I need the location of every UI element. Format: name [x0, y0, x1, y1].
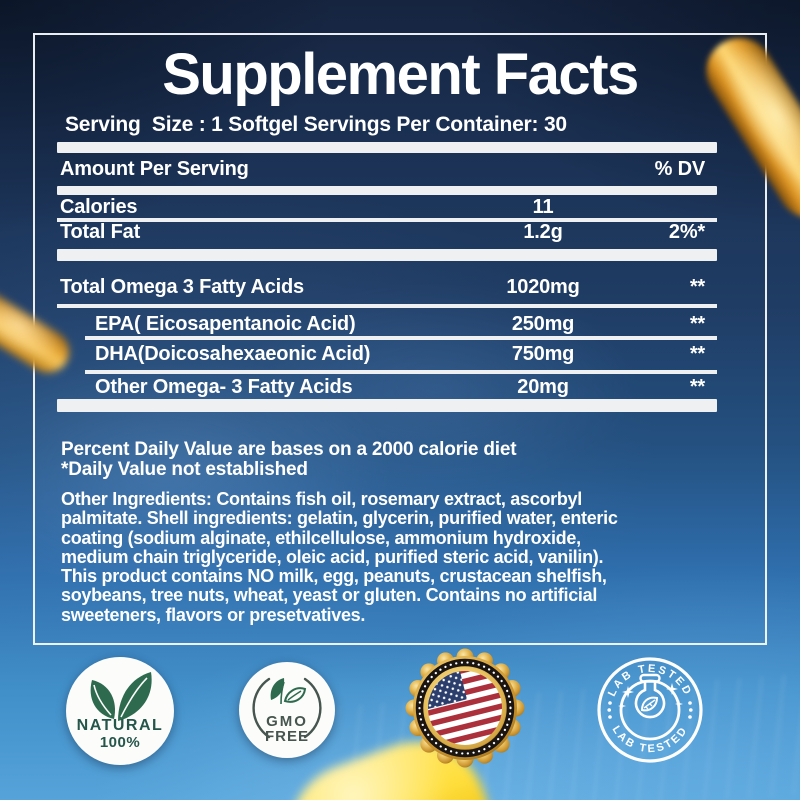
divider-line: [85, 336, 717, 340]
amount-per-serving-header: Amount Per Serving: [60, 157, 249, 180]
divider-bar-thick: [57, 142, 717, 153]
supplement-facts-panel: Supplement Facts Serving Size : 1 Softge…: [33, 33, 767, 645]
ingredients-line: soybeans, tree nuts, wheat, yeast or glu…: [61, 585, 598, 606]
flask-body: [634, 682, 666, 719]
gmo-free-badge: GMO FREE: [239, 662, 335, 758]
ingredients-line: coating (sodium alginate, ethilcellulose…: [61, 527, 581, 548]
percent-dv-header: % DV: [654, 157, 706, 180]
divider-line: [57, 304, 717, 308]
flask-leaf-icon: LAB TESTED LAB TESTED: [597, 657, 703, 763]
sparkle-icon: [618, 683, 683, 710]
usa-flag-medallion-icon: [405, 648, 525, 768]
natural-100-badge: NATURAL 100%: [66, 657, 174, 765]
ingredients-line: palmitate. Shell ingredients: gelatin, g…: [61, 508, 618, 529]
gmo-free-label: FREE: [264, 728, 309, 745]
other-ingredients-paragraph: Other Ingredients: Contains fish oil, ro…: [61, 489, 618, 625]
divider-bar-thick: [57, 399, 717, 412]
ingredients-line: Other Ingredients: Contains fish oil, ro…: [61, 489, 582, 509]
table-header-row: Amount Per Serving % DV: [57, 156, 717, 182]
footnote-line: *Daily Value not established: [61, 458, 308, 480]
table-row-other-omega3: Other Omega- 3 Fatty Acids 20mg **: [95, 376, 705, 398]
leaves-icon: [90, 672, 152, 721]
lab-tested-badge: LAB TESTED LAB TESTED: [596, 656, 704, 764]
ingredients-line: sweeteners, flavors or presetvatives.: [61, 604, 366, 625]
daily-value-footnotes: Percent Daily Value are bases on a 2000 …: [61, 439, 517, 480]
table-row-calories: Calories 11: [60, 196, 554, 218]
natural-label: NATURAL: [76, 717, 164, 734]
leaves-in-parentheses-icon: [252, 677, 322, 739]
divider-line: [85, 370, 717, 374]
ingredients-line: This product contains NO milk, egg, pean…: [61, 566, 607, 587]
ingredients-line: medium chain triglyceride, oleic acid, p…: [61, 546, 604, 567]
footnote-line: Percent Daily Value are bases on a 2000 …: [61, 439, 517, 460]
flask-cap: [639, 673, 661, 683]
table-row-total-fat: Total Fat 1.2g 2%*: [60, 221, 705, 243]
natural-100-label: 100%: [99, 734, 141, 751]
leaf-in-flask: [640, 696, 659, 712]
divider-bar-medium: [57, 186, 717, 195]
gmo-label: GMO: [266, 713, 308, 730]
table-row-epa: EPA( Eicosapentanoic Acid) 250mg **: [95, 313, 705, 335]
table-row-total-omega3: Total Omega 3 Fatty Acids 1020mg **: [60, 276, 705, 298]
table-row-dha: DHA(Doicosahexaeonic Acid) 750mg **: [95, 343, 705, 365]
usa-flag-medallion-badge: [405, 648, 525, 768]
divider-line: [57, 218, 717, 222]
serving-size-line: Serving Size : 1 Softgel Servings Per Co…: [65, 113, 567, 136]
page-title: Supplement Facts: [162, 42, 639, 107]
divider-bar-thick: [57, 249, 717, 261]
